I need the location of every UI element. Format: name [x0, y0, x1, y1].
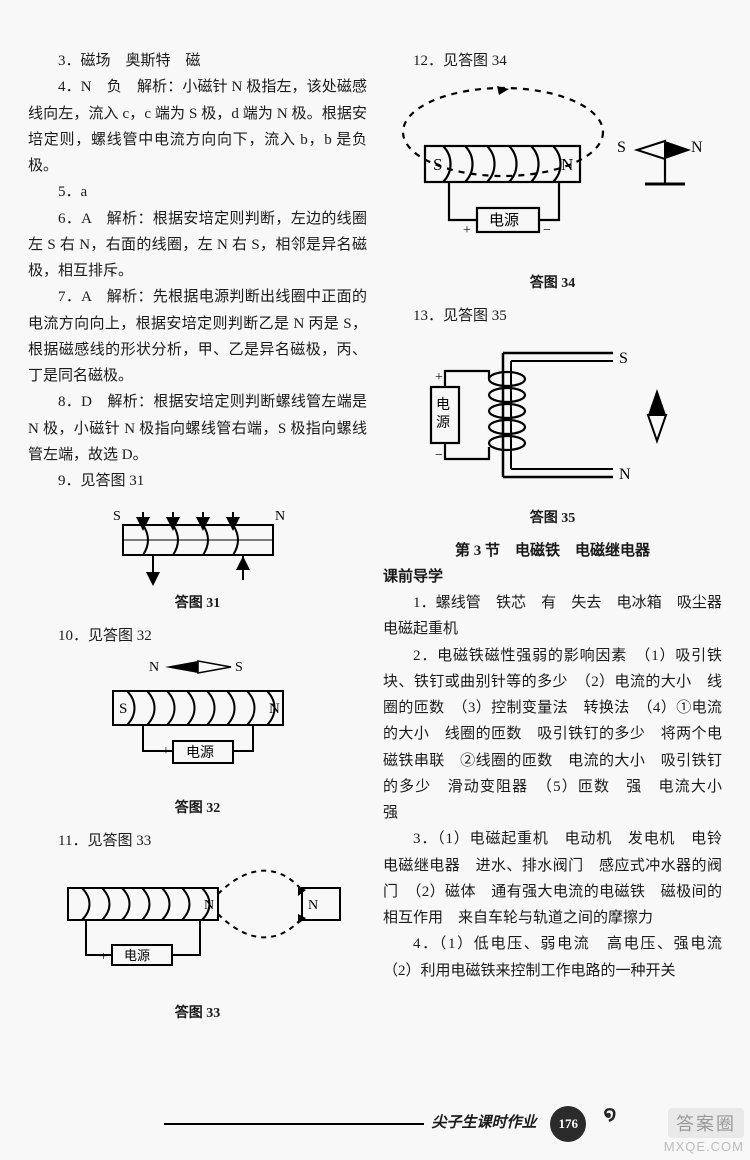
- svg-text:N: N: [308, 898, 318, 913]
- item-8: 8．D 解析：根据安培定则判断螺线管左端是 N 极，小磁针 N 极指向螺线管右端…: [28, 389, 367, 468]
- watermark-url: MXQE.COM: [664, 1139, 744, 1154]
- item-3: 3．磁场 奥斯特 磁: [28, 48, 367, 74]
- pre-4: 4．（1）低电压、弱电流 高电压、强电流 （2）利用电磁铁来控制工作电路的一种开…: [383, 931, 722, 984]
- svg-text:N: N: [691, 139, 703, 156]
- item-4: 4．N 负 解析：小磁针 N 极指左，该处磁感线向左，流入 c，c 端为 S 极…: [28, 74, 367, 179]
- figure-32: N S S N: [28, 655, 367, 795]
- item-13: 13．见答图 35: [383, 303, 722, 329]
- svg-text:S: S: [617, 139, 626, 156]
- item-11: 11．见答图 33: [28, 828, 367, 854]
- item-9: 9．见答图 31: [28, 468, 367, 494]
- pre-2: 2．电磁铁磁性强弱的影响因素 （1）吸引铁块、铁钉或曲别针等的多少 （2）电流的…: [383, 643, 722, 827]
- figure-35: 电 源 + − S N: [383, 335, 722, 505]
- svg-text:电源: 电源: [124, 948, 150, 963]
- svg-text:−: −: [435, 448, 443, 463]
- section-3-title: 第 3 节 电磁铁 电磁继电器: [383, 538, 722, 564]
- figure-31-caption: 答图 31: [28, 592, 367, 617]
- svg-text:N: N: [269, 701, 280, 717]
- page-number: 176: [559, 1116, 579, 1131]
- footer-title: 尖子生课时作业: [431, 1115, 536, 1131]
- svg-text:电源: 电源: [186, 745, 214, 761]
- figure-31: S N: [28, 500, 367, 590]
- subheading-pre-study: 课前导学: [383, 564, 722, 590]
- item-7: 7．A 解析：先根据电源判断出线圈中正面的电流方向向上，根据安培定则判断乙是 N…: [28, 284, 367, 389]
- page-footer: 尖子生课时作业 176 ໑: [0, 1106, 750, 1142]
- swirl-icon: ໑: [603, 1096, 616, 1132]
- svg-text:S: S: [235, 660, 243, 675]
- page-content: 3．磁场 奥斯特 磁 4．N 负 解析：小磁针 N 极指左，该处磁感线向左，流入…: [0, 0, 750, 1092]
- svg-text:电: 电: [436, 397, 450, 413]
- figure-35-caption: 答图 35: [383, 507, 722, 532]
- figure-34-caption: 答图 34: [383, 272, 722, 297]
- item-12: 12．见答图 34: [383, 48, 722, 74]
- svg-text:N: N: [275, 509, 285, 524]
- pre-1: 1．螺线管 铁芯 有 失去 电冰箱 吸尘器 电磁起重机: [383, 590, 722, 643]
- figure-33: N 电源 + − N: [28, 860, 367, 1000]
- svg-text:+: +: [162, 744, 170, 759]
- svg-text:+: +: [463, 223, 471, 238]
- pre-3: 3．（1）电磁起重机 电动机 发电机 电铃 电磁继电器 进水、排水阀门 感应式冲…: [383, 826, 722, 931]
- svg-text:S: S: [113, 509, 121, 524]
- svg-text:−: −: [176, 948, 183, 963]
- svg-text:电源: 电源: [489, 212, 519, 229]
- figure-33-caption: 答图 33: [28, 1002, 367, 1027]
- svg-text:S: S: [619, 350, 628, 367]
- right-column: 12．见答图 34: [383, 48, 722, 1032]
- left-column: 3．磁场 奥斯特 磁 4．N 负 解析：小磁针 N 极指左，该处磁感线向左，流入…: [28, 48, 367, 1032]
- svg-text:S: S: [119, 701, 127, 717]
- page-number-badge: 176 ໑: [550, 1106, 586, 1142]
- item-6: 6．A 解析：根据安培定则判断，左边的线圈左 S 右 N，右面的线圈，左 N 右…: [28, 206, 367, 285]
- figure-32-caption: 答图 32: [28, 797, 367, 822]
- item-10: 10．见答图 32: [28, 623, 367, 649]
- watermark: 答案圈 MXQE.COM: [664, 1108, 744, 1156]
- svg-text:+: +: [100, 948, 107, 963]
- svg-text:S: S: [433, 155, 442, 174]
- svg-text:+: +: [435, 370, 443, 385]
- svg-text:N: N: [204, 898, 214, 913]
- svg-text:−: −: [543, 223, 551, 238]
- watermark-box: 答案圈: [668, 1108, 744, 1138]
- svg-text:源: 源: [436, 415, 450, 431]
- item-5: 5．a: [28, 179, 367, 205]
- svg-text:N: N: [619, 466, 631, 483]
- svg-text:N: N: [149, 660, 159, 675]
- svg-text:−: −: [237, 744, 245, 759]
- svg-text:N: N: [561, 155, 573, 174]
- figure-34: S N 电源 + − S N: [383, 80, 722, 270]
